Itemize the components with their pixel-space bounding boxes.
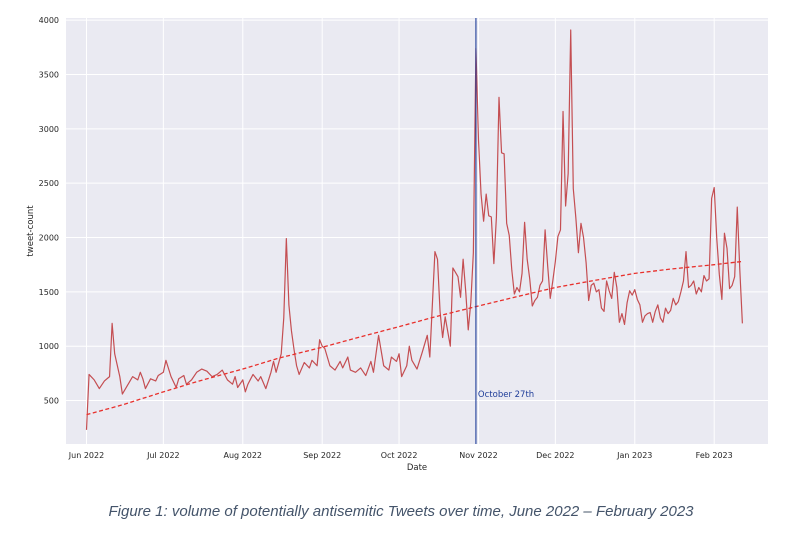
y-tick-label: 3000 <box>39 125 59 134</box>
grid <box>66 18 768 444</box>
y-tick-label: 4000 <box>39 16 59 25</box>
y-axis-ticks: 500 1000 1500 2000 2500 3000 3500 4000 <box>39 16 59 405</box>
x-tick-label: Jun 2022 <box>68 451 104 460</box>
y-tick-label: 1500 <box>39 288 59 297</box>
plot-area <box>66 18 768 444</box>
data-line <box>85 29 743 430</box>
trend-line <box>86 260 743 416</box>
x-tick-label: Dec 2022 <box>536 451 574 460</box>
x-tick-label: Oct 2022 <box>381 451 418 460</box>
y-tick-label: 1000 <box>39 342 59 351</box>
x-tick-label: Feb 2023 <box>696 451 733 460</box>
x-tick-label: Jan 2023 <box>616 451 652 460</box>
x-axis-ticks: Jun 2022 Jul 2022 Aug 2022 Sep 2022 Oct 2022… <box>68 451 733 460</box>
annotations: October 27th <box>475 18 534 444</box>
y-axis-label: tweet-count <box>26 205 36 257</box>
figure-caption: Figure 1: volume of potentially antisemi… <box>108 503 694 520</box>
series-group <box>85 29 743 430</box>
annotation-label: October 27th <box>478 390 534 400</box>
x-tick-label: Sep 2022 <box>303 451 341 460</box>
x-tick-label: Nov 2022 <box>459 451 498 460</box>
y-tick-label: 2500 <box>39 179 59 188</box>
x-tick-label: Jul 2022 <box>146 451 180 460</box>
y-tick-label: 3500 <box>39 71 59 80</box>
x-axis-label: Date <box>407 463 427 473</box>
line-chart: 500 1000 1500 2000 2500 3000 3500 4000 Jun 2022… <box>26 16 768 473</box>
x-tick-label: Aug 2022 <box>224 451 263 460</box>
y-tick-label: 2000 <box>39 234 59 243</box>
y-tick-label: 500 <box>44 397 59 406</box>
